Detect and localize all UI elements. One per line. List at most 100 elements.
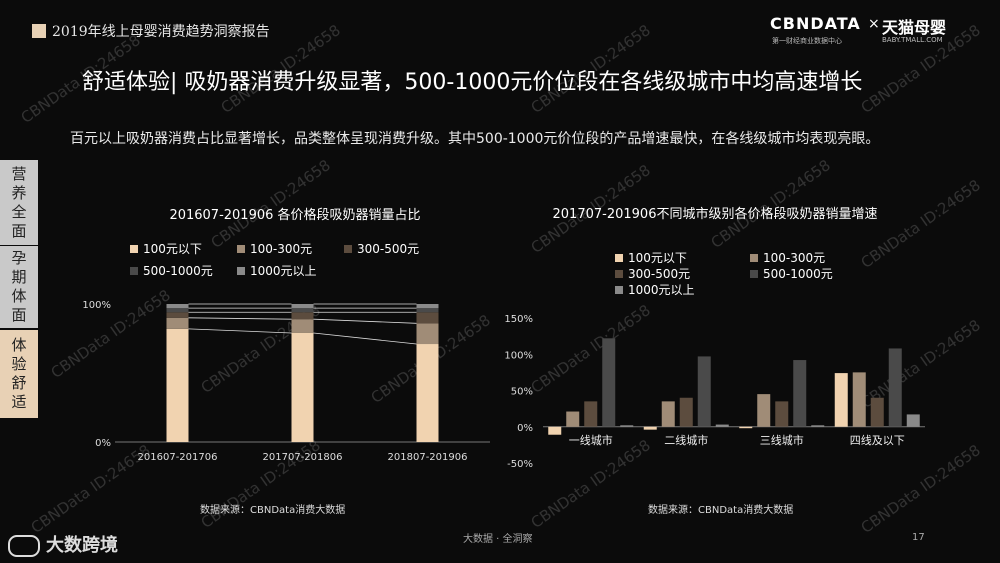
right-chart-title: 201707-201906不同城市级别各价格段吸奶器销量增速	[552, 207, 878, 222]
legend-swatch	[750, 254, 758, 262]
y-tick-label: 150%	[504, 314, 533, 325]
grouped-bar	[566, 411, 580, 427]
grouped-bar	[548, 426, 562, 435]
grouped-bar	[870, 397, 884, 427]
grouped-bar	[620, 425, 634, 427]
logo-right: 天猫母婴	[882, 18, 947, 37]
legend-swatch	[344, 245, 352, 253]
legend-swatch	[615, 286, 623, 294]
logo-left: CBNDATA	[770, 14, 861, 33]
grouped-bar	[715, 424, 729, 427]
logo-left-sub: 第一财经商业数据中心	[772, 37, 842, 45]
grouped-bar	[697, 356, 711, 427]
grouped-bar	[643, 426, 657, 430]
legend-label: 100元以下	[143, 242, 202, 256]
legend-item: 100-300元	[237, 240, 312, 257]
x-tick-label: 四线及以下	[850, 433, 905, 447]
logo-separator: ×	[868, 16, 880, 32]
stacked-bar-segment	[291, 332, 314, 442]
stacked-bar-segment	[291, 319, 314, 333]
right-grouped-bar-chart: -50% 0% 50% 100% 150% 一线城市 二线城市 三线城市 四线及以下	[504, 314, 925, 470]
legend-item: 500-1000元	[750, 265, 833, 282]
x-tick-label: 201807-201906	[388, 452, 468, 463]
series-connector-line	[188, 317, 292, 320]
legend-label: 500-1000元	[763, 267, 833, 281]
x-tick-label: 二线城市	[664, 433, 708, 447]
stacked-bar-segment	[416, 344, 439, 442]
legend-label: 500-1000元	[143, 264, 213, 278]
stacked-bar-segment	[166, 317, 189, 329]
right-source-note: 数据来源：CBNData消费大数据	[648, 505, 794, 516]
tab-label: 营养全面	[11, 164, 27, 240]
logo-right-sub: BABY.TMALL.COM	[882, 36, 943, 44]
stacked-bar-segment	[416, 304, 439, 309]
legend-label: 300-500元	[357, 242, 420, 256]
legend-item: 300-500元	[344, 240, 419, 257]
legend-swatch	[615, 270, 623, 278]
stacked-bar-segment	[291, 304, 314, 309]
legend-swatch	[237, 267, 245, 275]
legend-item: 300-500元	[615, 265, 690, 282]
y-tick-label: 100%	[82, 300, 111, 311]
left-stacked-bar-chart: 0% 100% 201607-201706 201707-201806 201807-2…	[82, 300, 490, 463]
legend-item: 100-300元	[750, 249, 825, 266]
legend-label: 1000元以上	[628, 283, 695, 297]
grouped-bar	[906, 414, 920, 427]
y-tick-label: 100%	[504, 350, 533, 361]
tab-label: 孕期体面	[11, 249, 27, 324]
legend-item: 1000元以上	[615, 281, 695, 298]
legend-item: 500-1000元	[130, 262, 213, 279]
grouped-bar	[661, 401, 675, 427]
brand-logo-icon	[8, 535, 40, 557]
tab-comfort[interactable]: 体验舒适	[0, 330, 38, 418]
stacked-bar-segment	[291, 312, 314, 320]
grouped-bar	[811, 425, 825, 427]
y-tick-label: 0%	[95, 438, 111, 449]
legend-swatch	[130, 245, 138, 253]
left-chart-legend: 100元以下 100-300元 300-500元 500-1000元 1000元以上	[130, 240, 490, 280]
legend-item: 1000元以上	[237, 262, 317, 279]
series-connector-line	[188, 328, 292, 334]
legend-label: 100元以下	[628, 251, 687, 265]
grouped-bar	[602, 338, 616, 427]
grouped-bar	[834, 373, 848, 427]
left-source-note: 数据来源：CBNData消费大数据	[200, 505, 346, 516]
right-chart-legend: 100元以下 100-300元 300-500元 500-1000元 1000元以上	[615, 249, 935, 299]
legend-swatch	[750, 270, 758, 278]
y-tick-label: -50%	[507, 459, 533, 470]
x-tick-label: 201707-201806	[263, 452, 343, 463]
cbndata-tmall-logo: CBNDATA 第一财经商业数据中心 × 天猫母婴 BABY.TMALL.COM	[770, 14, 980, 50]
series-connector-line	[313, 318, 417, 324]
stacked-bar-segment	[416, 323, 439, 345]
grouped-bar	[793, 360, 807, 427]
legend-label: 100-300元	[763, 251, 826, 265]
y-tick-label: 50%	[511, 387, 533, 398]
legend-item: 100元以下	[615, 249, 687, 266]
stacked-bar-segment	[291, 308, 314, 313]
page-number: 17	[912, 532, 925, 543]
y-tick-label: 0%	[517, 423, 533, 434]
x-tick-label: 三线城市	[760, 433, 804, 447]
legend-label: 300-500元	[628, 267, 691, 281]
stacked-bar-segment	[166, 304, 189, 309]
stacked-bar-segment	[166, 312, 189, 318]
tab-nutrition[interactable]: 营养全面	[0, 160, 38, 245]
x-tick-label: 201607-201706	[138, 452, 218, 463]
intro-text: 百元以上吸奶器消费占比显著增长，品类整体呈现消费升级。其中500-1000元价位…	[70, 131, 880, 147]
stacked-bar-segment	[166, 328, 189, 442]
tab-pregnancy[interactable]: 孕期体面	[0, 246, 38, 328]
stacked-bar-segment	[416, 312, 439, 324]
legend-label: 100-300元	[250, 242, 313, 256]
grouped-bar	[584, 401, 598, 427]
legend-swatch	[615, 254, 623, 262]
grouped-bar	[679, 397, 693, 427]
report-name: 2019年线上母婴消费趋势洞察报告	[52, 24, 270, 40]
legend-item: 100元以下	[130, 240, 202, 257]
brand-name: 大数跨境	[46, 535, 118, 556]
footer-tagline: 大数据 · 全洞察	[463, 534, 533, 545]
legend-swatch	[237, 245, 245, 253]
brand-corner: 大数跨境	[8, 531, 118, 557]
grouped-bar	[888, 348, 902, 427]
left-chart-title: 201607-201906 各价格段吸奶器销量占比	[169, 208, 421, 223]
stacked-bar-segment	[166, 308, 189, 313]
